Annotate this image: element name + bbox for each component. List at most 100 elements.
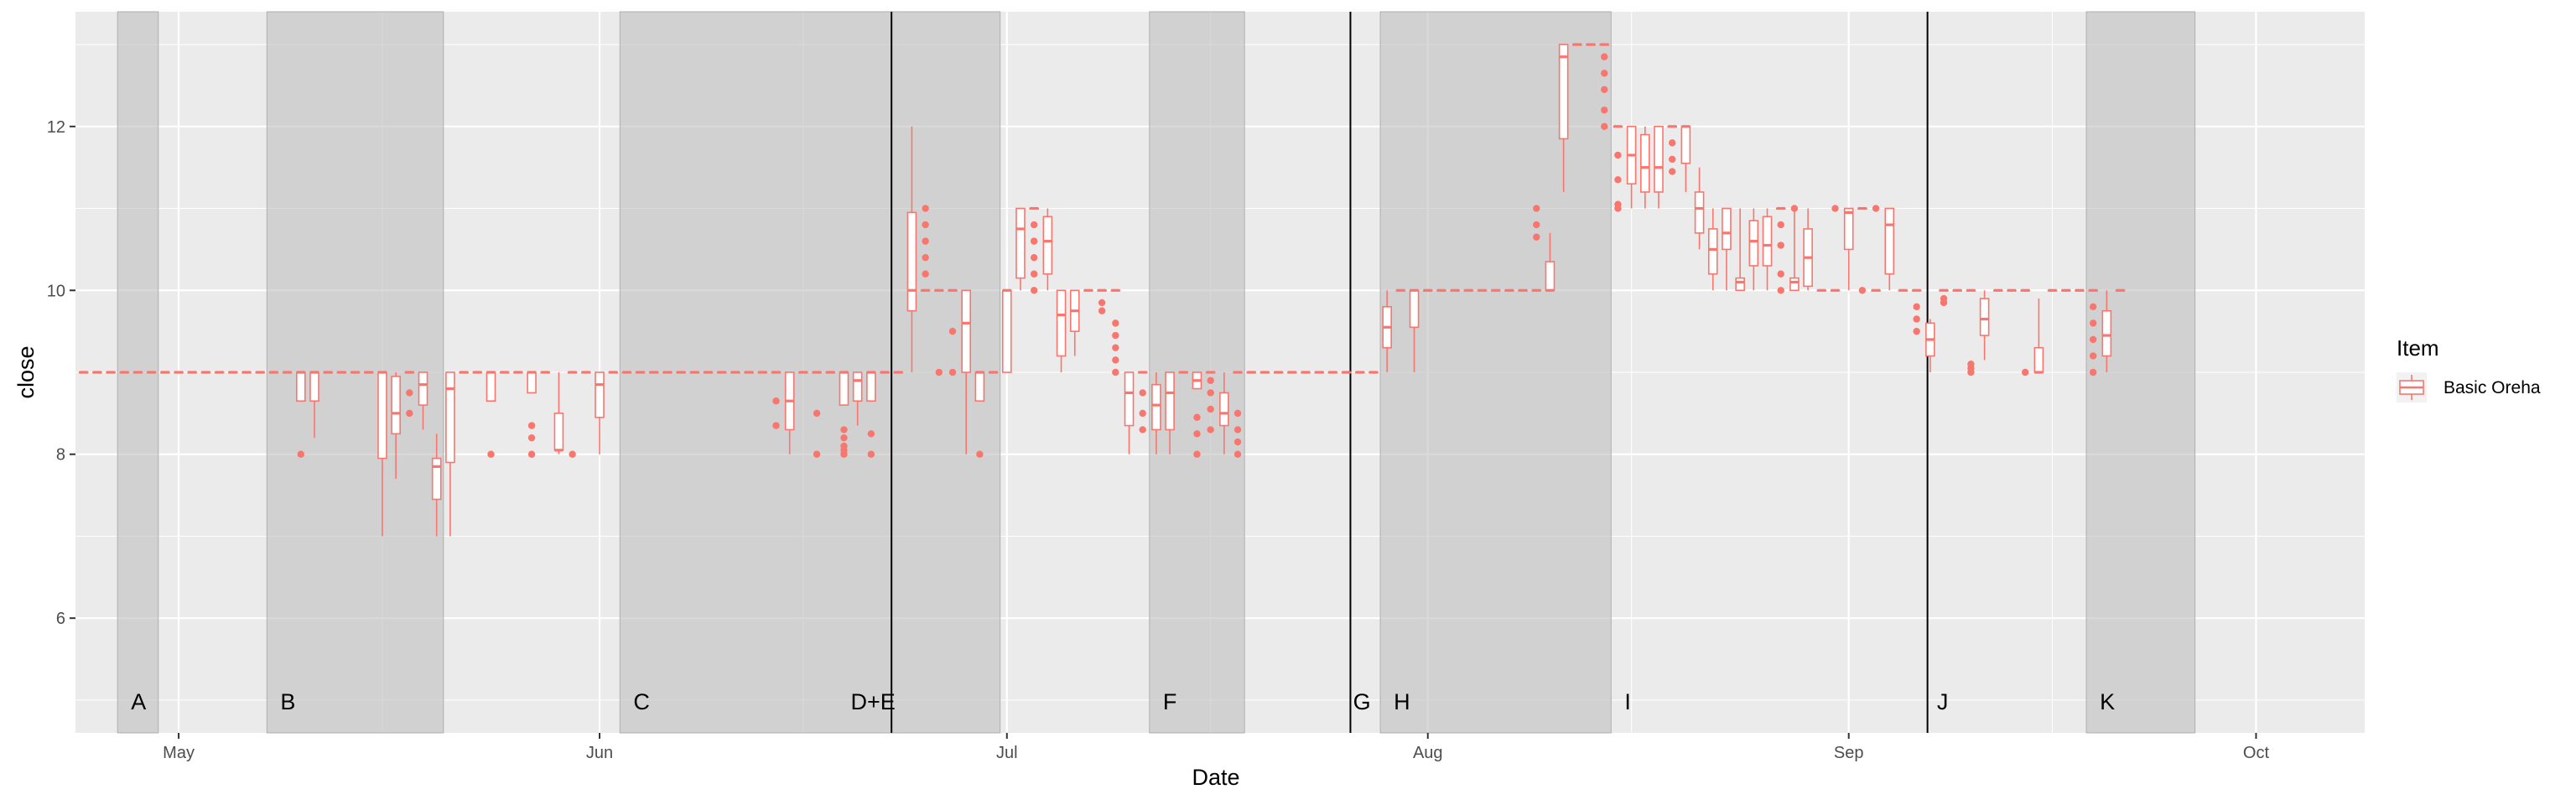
box-outlier bbox=[1030, 221, 1038, 229]
box-outlier bbox=[813, 409, 821, 418]
box-outlier bbox=[406, 409, 413, 418]
box bbox=[1830, 205, 1841, 292]
box-outlier bbox=[2089, 319, 2097, 327]
box bbox=[906, 126, 917, 372]
region-label: I bbox=[1624, 689, 1631, 714]
box bbox=[1735, 208, 1745, 292]
box-outlier bbox=[1790, 205, 1799, 212]
box-outlier bbox=[1533, 233, 1540, 241]
box bbox=[1599, 43, 1610, 131]
box-outlier bbox=[1601, 70, 1608, 77]
box bbox=[1925, 319, 1935, 372]
box bbox=[1233, 371, 1243, 458]
box-outlier bbox=[1233, 450, 1242, 458]
x-tick-label: Oct bbox=[2243, 744, 2270, 762]
shaded-region bbox=[2085, 11, 2196, 734]
region-label: A bbox=[131, 689, 146, 714]
box bbox=[1192, 371, 1202, 458]
region-label: K bbox=[2100, 689, 2115, 714]
box bbox=[472, 371, 483, 374]
box bbox=[2007, 288, 2017, 292]
box bbox=[948, 288, 958, 377]
box bbox=[214, 371, 225, 374]
box-outlier bbox=[2089, 335, 2097, 344]
box-outlier bbox=[1207, 426, 1214, 434]
box bbox=[1056, 289, 1067, 372]
box-body bbox=[1558, 44, 1569, 140]
box-outlier bbox=[840, 426, 848, 434]
box-outlier bbox=[772, 422, 780, 429]
box-body bbox=[1884, 207, 1895, 275]
box-body bbox=[2033, 346, 2044, 373]
box-outlier bbox=[1233, 438, 1242, 446]
box-body bbox=[309, 371, 319, 402]
box bbox=[1097, 288, 1107, 314]
box-outlier bbox=[772, 397, 780, 405]
box-outlier bbox=[1777, 287, 1784, 294]
x-tick-label: Sep bbox=[1834, 744, 1864, 762]
box-outlier bbox=[1601, 53, 1608, 60]
box bbox=[1640, 126, 1650, 209]
box-body bbox=[852, 371, 863, 402]
box bbox=[1545, 232, 1555, 292]
box-outlier bbox=[1940, 299, 1948, 307]
box-outlier bbox=[867, 430, 875, 438]
box-outlier bbox=[2021, 368, 2029, 377]
box-body bbox=[866, 371, 876, 402]
box bbox=[132, 371, 143, 374]
y-tick-label: 10 bbox=[47, 282, 65, 300]
box bbox=[1219, 372, 1229, 454]
x-tick-label: May bbox=[163, 744, 195, 762]
box-outlier bbox=[1139, 409, 1146, 418]
box-body bbox=[974, 371, 985, 402]
box-outlier bbox=[1858, 287, 1867, 294]
box-outlier bbox=[1207, 405, 1214, 413]
box bbox=[1654, 126, 1664, 209]
box bbox=[893, 371, 904, 374]
box-body bbox=[1680, 126, 1691, 164]
box bbox=[757, 371, 768, 374]
box bbox=[866, 371, 876, 458]
box bbox=[1368, 371, 1379, 374]
box-outlier bbox=[569, 450, 576, 458]
box bbox=[1789, 205, 1800, 292]
box-body bbox=[1640, 133, 1650, 193]
box-body bbox=[1707, 228, 1718, 275]
box bbox=[1395, 288, 1406, 292]
box-outlier bbox=[1030, 270, 1038, 278]
box-outlier bbox=[1193, 430, 1201, 438]
box bbox=[2101, 290, 2112, 372]
box bbox=[445, 371, 455, 537]
box-outlier bbox=[867, 450, 875, 458]
box bbox=[1613, 125, 1623, 212]
box-body bbox=[1165, 371, 1175, 431]
box bbox=[363, 371, 374, 374]
region-label: B bbox=[280, 689, 295, 714]
box-body bbox=[906, 211, 917, 312]
box-outlier bbox=[1614, 200, 1622, 208]
box-body bbox=[1219, 392, 1229, 427]
box-body bbox=[595, 371, 605, 418]
box bbox=[174, 371, 184, 374]
box-outlier bbox=[1872, 205, 1880, 212]
box bbox=[459, 371, 469, 374]
box bbox=[1966, 288, 1976, 377]
box-body bbox=[1762, 216, 1773, 267]
box-outlier bbox=[1233, 409, 1242, 418]
box bbox=[1843, 207, 1854, 291]
box-outlier bbox=[1207, 377, 1214, 384]
box bbox=[391, 372, 401, 480]
box-outlier bbox=[1668, 155, 1676, 164]
box bbox=[1042, 208, 1053, 291]
box bbox=[812, 371, 822, 458]
region-labels: A B C D+E F G H I J K bbox=[131, 689, 2115, 714]
box-outlier bbox=[1112, 331, 1119, 340]
box-outlier bbox=[922, 205, 929, 212]
region-label: H bbox=[1394, 689, 1410, 714]
box bbox=[839, 371, 849, 458]
box bbox=[1165, 371, 1175, 454]
box bbox=[1667, 125, 1677, 175]
box bbox=[282, 371, 293, 374]
box-outlier bbox=[297, 450, 304, 458]
